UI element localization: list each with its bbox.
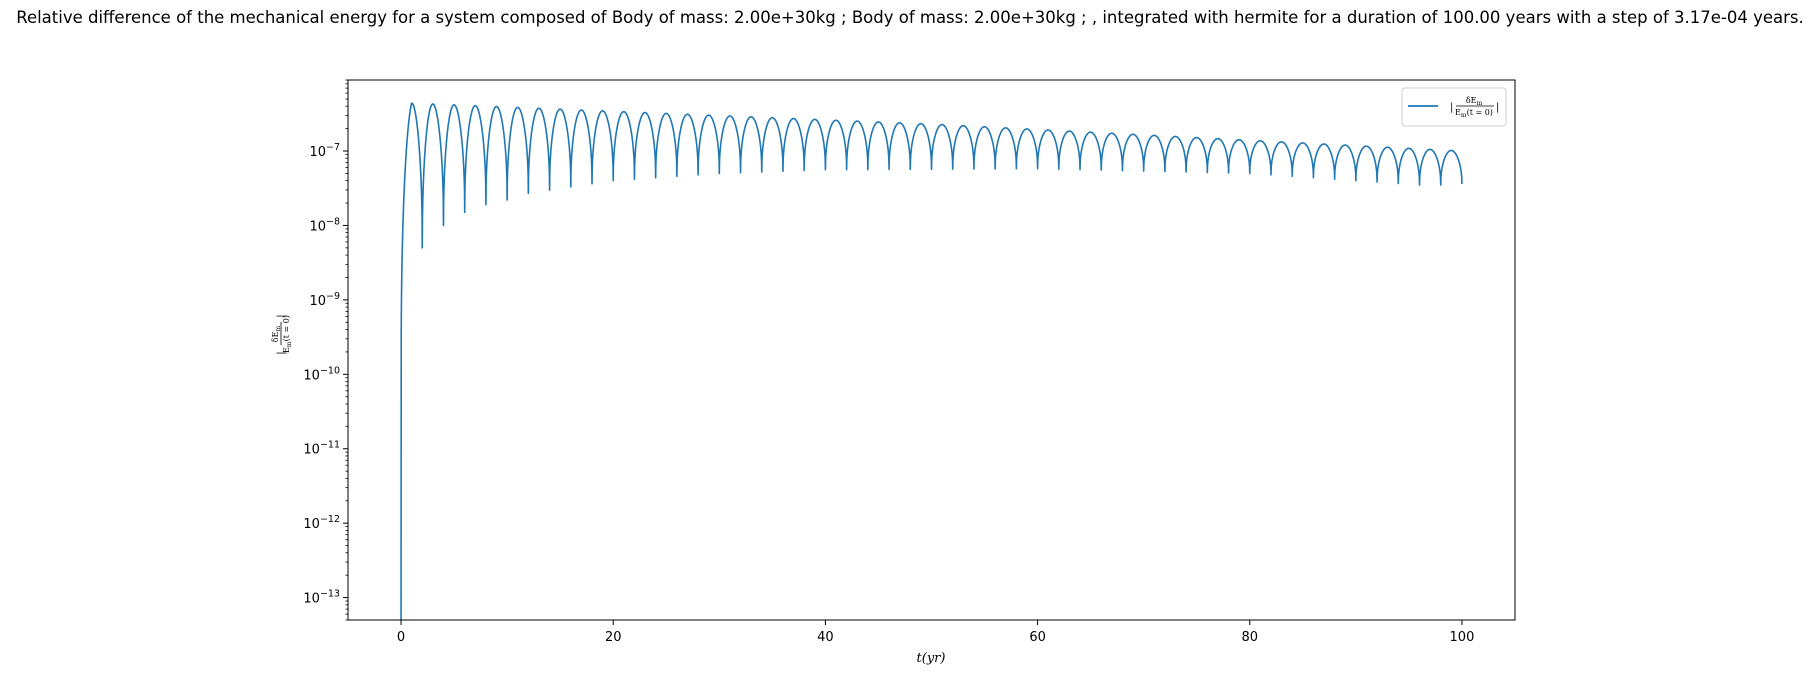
svg-text:|: | (276, 314, 287, 317)
x-tick-label: 0 (397, 630, 405, 645)
y-tick-label: 10−8 (309, 216, 340, 234)
svg-text:|: | (276, 351, 287, 354)
svg-text:|: | (1496, 102, 1499, 113)
legend-box (1401, 87, 1507, 127)
x-tick-label: 60 (1029, 630, 1046, 645)
x-tick-label: 40 (817, 630, 834, 645)
chart-title: Relative difference of the mechanical en… (16, 8, 1804, 27)
svg-text:Em(t = 0): Em(t = 0) (282, 315, 293, 353)
y-tick-label: 10−9 (309, 291, 340, 309)
y-tick-label: 10−7 (309, 142, 340, 160)
x-tick-label: 20 (605, 630, 622, 645)
legend: | δEm Em(t = 0) | (1401, 87, 1507, 127)
svg-text:|: | (1450, 102, 1453, 113)
svg-text:δEm: δEm (271, 326, 282, 343)
y-axis-label: | δEm Em(t = 0) | (271, 314, 293, 354)
svg-text:δEm: δEm (1466, 96, 1483, 107)
y-tick-label: 10−11 (303, 440, 340, 458)
x-axis-label: t(yr) (917, 651, 946, 666)
x-tick-label: 100 (1450, 630, 1475, 645)
x-tick-label: 80 (1241, 630, 1258, 645)
y-tick-label: 10−10 (303, 365, 340, 383)
legend-entry: | δEm Em(t = 0) | (1450, 96, 1499, 119)
x-axis-ticks: 0 20 40 60 80 100 (397, 620, 1474, 645)
plot-frame (347, 79, 1516, 621)
series-line (400, 102, 1463, 621)
y-tick-label: 10−13 (303, 589, 340, 607)
y-axis-ticks: 10−13 10−12 10−11 10−10 10−9 10−8 10−7 (303, 142, 348, 607)
svg-text:Em(t = 0): Em(t = 0) (1455, 108, 1493, 119)
y-tick-label: 10−12 (303, 514, 340, 532)
